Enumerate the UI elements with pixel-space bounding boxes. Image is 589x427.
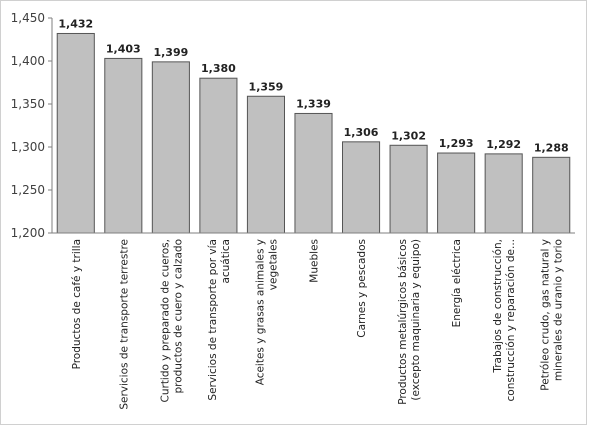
- data-label: 1,293: [439, 137, 474, 150]
- data-label: 1,380: [201, 62, 236, 75]
- category-label: Productos de café y trilla: [71, 239, 83, 369]
- category-label: Energía eléctrica: [451, 239, 463, 327]
- data-labels: 1,432 1,403 1,399 1,380 1,359 1,339 1,306 1,302…: [58, 17, 568, 154]
- data-label: 1,292: [486, 138, 521, 151]
- category-label-line: (excepto maquinaria y equipo): [410, 239, 422, 401]
- data-label: 1,339: [296, 97, 331, 110]
- category-label-line: Carnes y pescados: [356, 239, 368, 338]
- data-label: 1,306: [344, 126, 379, 139]
- category-label-line: construcción y reparación de...: [505, 239, 517, 401]
- bar: [104, 57, 143, 234]
- category-label-line: Servicios de transporte por vía: [207, 239, 219, 401]
- bar: [294, 112, 333, 234]
- category-label-line: Muebles: [309, 239, 321, 283]
- bar: [151, 61, 190, 234]
- data-label: 1,403: [106, 42, 141, 55]
- y-tick-label: 1,200: [11, 226, 45, 240]
- category-label: Muebles: [309, 239, 321, 283]
- category-label-line: Productos metalúrgicos básicos: [397, 239, 409, 405]
- category-label: Servicios de transporte terrestre: [118, 239, 130, 410]
- category-label: Petróleo crudo, gas natural yminerales d…: [540, 239, 565, 391]
- bar: [56, 32, 95, 234]
- category-label-line: acuática: [220, 239, 232, 284]
- bar: [246, 95, 285, 234]
- category-label-line: Trabajos de construcción,: [492, 239, 504, 374]
- data-label: 1,359: [249, 80, 284, 93]
- category-label-line: minerales de uranio y torio: [553, 239, 565, 381]
- y-tick-label: 1,350: [11, 97, 45, 111]
- category-label-line: productos de cuero y calzado: [172, 239, 184, 394]
- bar: [342, 141, 381, 234]
- y-tick-label: 1,400: [11, 54, 45, 68]
- bar: [532, 156, 571, 234]
- category-label-line: Energía eléctrica: [451, 239, 463, 327]
- bar: [437, 152, 476, 234]
- category-label-line: vegetales: [267, 239, 279, 290]
- category-label: Curtido y preparado de cueros,productos …: [159, 239, 184, 402]
- y-axis: 1,200 1,250 1,300 1,350 1,400 1,450: [11, 11, 53, 240]
- x-axis: Productos de café y trilla Servicios de t…: [52, 232, 575, 410]
- data-label: 1,432: [58, 17, 93, 30]
- category-label-line: Aceites y grasas animales y: [254, 239, 266, 385]
- category-label-line: Servicios de transporte terrestre: [118, 239, 130, 410]
- category-label: Carnes y pescados: [356, 239, 368, 338]
- bar: [484, 153, 523, 234]
- category-label-line: Curtido y preparado de cueros,: [159, 239, 171, 402]
- bar: [199, 77, 238, 234]
- data-label: 1,288: [534, 141, 569, 154]
- category-label: Productos metalúrgicos básicos(excepto m…: [397, 239, 422, 405]
- y-tick-label: 1,250: [11, 183, 45, 197]
- bars: [56, 32, 571, 234]
- data-label: 1,399: [153, 46, 188, 59]
- y-tick-label: 1,450: [11, 11, 45, 25]
- category-label: Servicios de transporte por víaacuática: [207, 239, 232, 401]
- data-label: 1,302: [391, 129, 426, 142]
- category-label-line: Productos de café y trilla: [71, 239, 83, 369]
- y-tick-label: 1,300: [11, 140, 45, 154]
- category-label: Aceites y grasas animales yvegetales: [254, 239, 279, 385]
- category-label: Trabajos de construcción,construcción y …: [492, 239, 517, 401]
- bar: [389, 144, 428, 234]
- category-label-line: Petróleo crudo, gas natural y: [540, 239, 552, 391]
